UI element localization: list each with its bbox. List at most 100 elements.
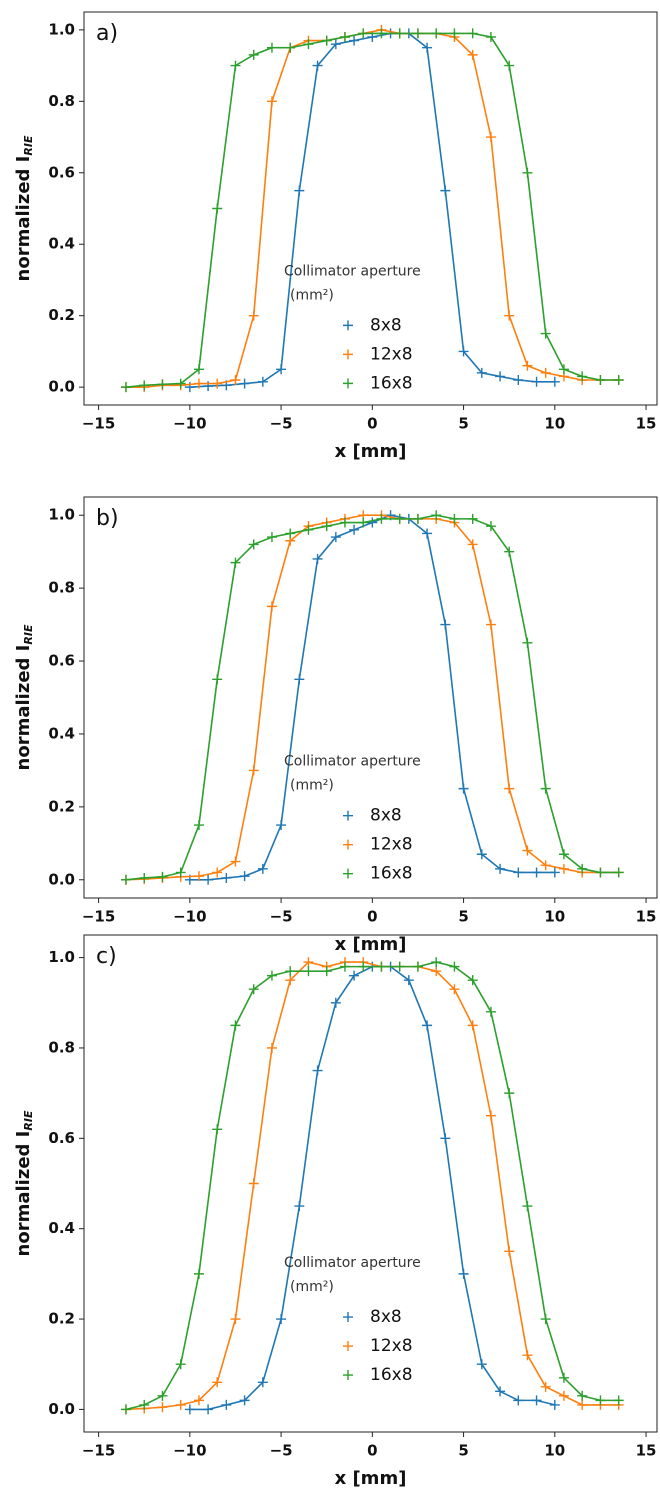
point-marker (139, 872, 150, 883)
point-marker (221, 1399, 232, 1410)
point-marker (431, 957, 442, 968)
point-marker (358, 28, 369, 39)
x-tick-label: 15 (636, 908, 657, 926)
panel: 0.0 0.2 0.4 0.6 0.8 1.0 −15 −10 −5 0 5 10 15 x [mm] no… (13, 934, 658, 1489)
point-marker (540, 860, 551, 871)
point-marker (522, 1350, 533, 1361)
y-tick-label: 1.0 (48, 948, 75, 966)
point-marker (303, 957, 314, 968)
legend-marker (343, 868, 353, 879)
point-marker (449, 984, 460, 995)
point-marker (230, 374, 241, 385)
panel: 0.0 0.2 0.4 0.6 0.8 1.0 −15 −10 −5 0 5 10 15 x [mm] no… (13, 11, 658, 462)
legend-label: 16x8 (370, 373, 413, 393)
point-marker (303, 524, 314, 535)
axes-frame (83, 11, 658, 406)
point-marker (339, 961, 350, 972)
point-marker (467, 513, 478, 524)
y-tick-label: 0.8 (48, 92, 75, 110)
point-marker (294, 1201, 305, 1212)
point-marker (257, 863, 268, 874)
point-marker (394, 28, 405, 39)
y-axis-label: normalized IRIE (13, 1110, 35, 1256)
point-marker (485, 132, 496, 143)
point-marker (184, 1404, 195, 1415)
point-marker (531, 1395, 542, 1406)
point-marker (212, 1124, 223, 1135)
y-axis-label-sub: RIE (22, 624, 35, 645)
legend-marker (343, 349, 353, 360)
point-marker (212, 867, 223, 878)
point-marker (266, 1042, 277, 1053)
point-marker (485, 1006, 496, 1017)
x-tick-label: 5 (458, 415, 468, 433)
point-marker (577, 371, 588, 382)
point-marker (212, 1377, 223, 1388)
point-marker (549, 867, 560, 878)
point-marker (193, 364, 204, 375)
y-axis-label-main: normalized I (13, 645, 34, 771)
point-marker (321, 35, 332, 46)
point-marker (257, 1377, 268, 1388)
point-marker (595, 867, 606, 878)
point-marker (157, 871, 168, 882)
x-tick-label: 0 (367, 415, 377, 433)
point-marker (522, 845, 533, 856)
point-marker (485, 1110, 496, 1121)
y-axis-label: normalized IRIE (13, 624, 35, 770)
point-marker (276, 1314, 287, 1325)
point-marker (203, 381, 214, 392)
point-marker (321, 521, 332, 532)
point-marker (422, 1020, 433, 1031)
series-line (125, 514, 619, 881)
point-marker (495, 1386, 506, 1397)
point-marker (613, 1395, 624, 1406)
y-tick-label: 0.8 (48, 1038, 75, 1056)
legend-title: Collimator aperture (284, 754, 421, 770)
point-marker (540, 328, 551, 339)
y-axis-label-main: normalized I (13, 156, 34, 282)
point-marker (376, 961, 387, 972)
point-marker (157, 379, 168, 390)
x-tick-label: 10 (544, 1442, 565, 1460)
point-marker (376, 513, 387, 524)
point-marker (175, 378, 186, 389)
y-tick-label: 1.0 (48, 506, 75, 524)
legend-marker (343, 810, 353, 821)
x-tick-label: 0 (367, 908, 377, 926)
point-marker (577, 1390, 588, 1401)
x-tick-label: 0 (367, 1442, 377, 1460)
legend-title: Collimator aperture (284, 1255, 421, 1271)
point-marker (248, 49, 259, 60)
point-marker (558, 863, 569, 874)
point-marker (203, 874, 214, 885)
y-tick-label: 0.0 (48, 870, 75, 888)
point-marker (513, 867, 524, 878)
point-marker (549, 1399, 560, 1410)
point-marker (531, 867, 542, 878)
x-tick-label: −15 (82, 415, 115, 433)
point-marker (266, 970, 277, 981)
point-marker (276, 820, 287, 831)
point-marker (139, 1399, 150, 1410)
point-marker (513, 374, 524, 385)
point-marker (467, 975, 478, 986)
point-marker (139, 380, 150, 391)
y-axis-label-main: normalized I (13, 1131, 34, 1257)
x-tick-label: 10 (544, 908, 565, 926)
point-marker (504, 60, 515, 71)
point-marker (467, 539, 478, 550)
x-tick-label: −5 (270, 1442, 293, 1460)
point-marker (230, 557, 241, 568)
x-tick-label: −10 (173, 415, 206, 433)
point-marker (193, 1395, 204, 1406)
panel-label: c) (96, 944, 117, 969)
legend-label: 16x8 (370, 1365, 413, 1385)
point-marker (266, 532, 277, 543)
point-marker (422, 42, 433, 53)
point-marker (504, 310, 515, 321)
point-marker (203, 1404, 214, 1415)
y-tick-label: 0.2 (48, 1310, 75, 1328)
point-marker (285, 42, 296, 53)
